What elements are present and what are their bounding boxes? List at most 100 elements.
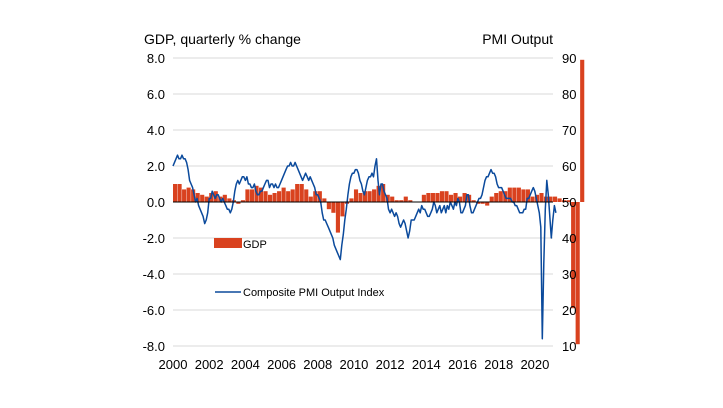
right-tick-label: 40 <box>562 231 576 246</box>
gdp-bar <box>258 187 264 202</box>
gdp-bar <box>304 189 309 202</box>
left-tick-label: -4.0 <box>143 267 165 282</box>
left-tick-label: -8.0 <box>143 339 165 354</box>
gdp-bar <box>489 196 494 202</box>
left-tick-label: 2.0 <box>147 159 165 174</box>
gdp-bar <box>448 194 454 202</box>
x-tick-label: 2002 <box>195 357 224 372</box>
gdp-bar <box>186 187 191 202</box>
gdp-bar <box>462 193 467 202</box>
gdp-bar <box>367 191 372 202</box>
gdp-bar <box>281 187 286 202</box>
right-tick-label: 50 <box>562 195 576 210</box>
x-tick-label: 2012 <box>376 357 405 372</box>
gdp-bar <box>553 196 558 202</box>
gdp-bar <box>507 187 512 202</box>
gdp-bar <box>580 59 585 202</box>
gdp-bar <box>182 189 187 202</box>
gdp-bar <box>548 196 553 202</box>
left-tick-label: -2.0 <box>143 231 165 246</box>
right-tick-label: 90 <box>562 51 576 66</box>
gdp-bar <box>191 189 196 202</box>
gdp-bar <box>435 193 440 202</box>
gdp-bar <box>331 202 336 213</box>
gdp-bar <box>245 189 250 202</box>
left-axis-title: GDP, quarterly % change <box>144 31 301 47</box>
gdp-bar <box>444 191 449 202</box>
gdp-bar <box>177 184 182 202</box>
gdp-bar <box>458 196 463 202</box>
gdp-bar <box>204 196 209 202</box>
gdp-bar <box>471 200 476 202</box>
gdp-bar <box>286 191 291 202</box>
gdp-bar <box>516 187 521 202</box>
gdp-bar <box>222 194 227 202</box>
gdp-bar <box>173 184 178 202</box>
right-axis-title: PMI Output <box>482 31 553 47</box>
gdp-bar <box>494 193 499 202</box>
gdp-bar <box>277 191 282 202</box>
x-tick-label: 2018 <box>484 357 513 372</box>
pmi-line <box>172 154 557 340</box>
gdp-bar <box>575 202 580 345</box>
gdp-bar <box>268 194 273 202</box>
gdp-bar <box>358 193 363 202</box>
gdp-bar <box>521 189 526 202</box>
legend-gdp-swatch <box>214 238 242 248</box>
left-tick-label: 4.0 <box>147 123 165 138</box>
left-tick-label: 6.0 <box>147 87 165 102</box>
right-tick-label: 70 <box>562 123 576 138</box>
gdp-bar <box>430 193 435 202</box>
gdp-bar <box>562 200 567 202</box>
gdp-bar <box>340 202 345 217</box>
gdp-bar <box>272 193 277 202</box>
gdp-bar <box>236 202 241 204</box>
left-tick-label: 8.0 <box>147 51 165 66</box>
gdp-bar <box>249 189 255 202</box>
gdp-bar <box>240 200 245 202</box>
x-tick-label: 2014 <box>412 357 441 372</box>
x-tick-label: 2008 <box>303 357 332 372</box>
gdp-bar <box>421 194 426 202</box>
gdp-bar <box>195 193 200 202</box>
right-tick-label: 80 <box>562 87 576 102</box>
legend: GDP Composite PMI Output Index <box>214 238 385 299</box>
x-tick-label: 2010 <box>339 357 368 372</box>
pmi-line-group <box>172 154 557 340</box>
gdp-bar <box>439 191 445 202</box>
gdp-bar <box>485 202 490 206</box>
gdp-bar <box>403 196 408 202</box>
legend-pmi-label: Composite PMI Output Index <box>243 287 385 299</box>
x-tick-label: 2006 <box>267 357 296 372</box>
gdp-bar <box>476 202 481 204</box>
gdp-bar <box>381 184 386 202</box>
right-tick-label: 20 <box>562 303 576 318</box>
gdp-bar <box>376 185 381 202</box>
right-tick-label: 60 <box>562 159 576 174</box>
gdp-bar <box>512 187 517 202</box>
right-tick-label: 10 <box>562 339 576 354</box>
gdp-bar <box>263 191 268 202</box>
gdp-bar <box>295 184 300 202</box>
gdp-bar <box>372 189 377 202</box>
gdp-bar <box>308 196 313 202</box>
x-tick-label: 2000 <box>159 357 188 372</box>
gdp-bar <box>530 196 535 202</box>
gdp-bar <box>498 191 503 202</box>
right-tick-label: 30 <box>562 267 576 282</box>
gdp-bar <box>322 198 327 202</box>
gdp-bar <box>426 193 431 202</box>
gdp-bar <box>539 193 544 202</box>
left-tick-label: -6.0 <box>143 303 165 318</box>
gdp-bar <box>571 202 576 309</box>
gdp-bar <box>394 200 399 202</box>
x-tick-label: 2016 <box>448 357 477 372</box>
tick-labels: 8.0 6.0 4.0 2.0 0.0 -2.0 -4.0 -6.0 -8.0 90 80 70 60 5… <box>143 51 577 372</box>
gdp-bar <box>399 200 404 202</box>
gdp-bar <box>317 191 322 202</box>
gdp-bar <box>353 189 359 202</box>
left-tick-label: 0.0 <box>147 195 165 210</box>
x-tick-label: 2004 <box>231 357 260 372</box>
gdp-bar <box>227 198 232 202</box>
